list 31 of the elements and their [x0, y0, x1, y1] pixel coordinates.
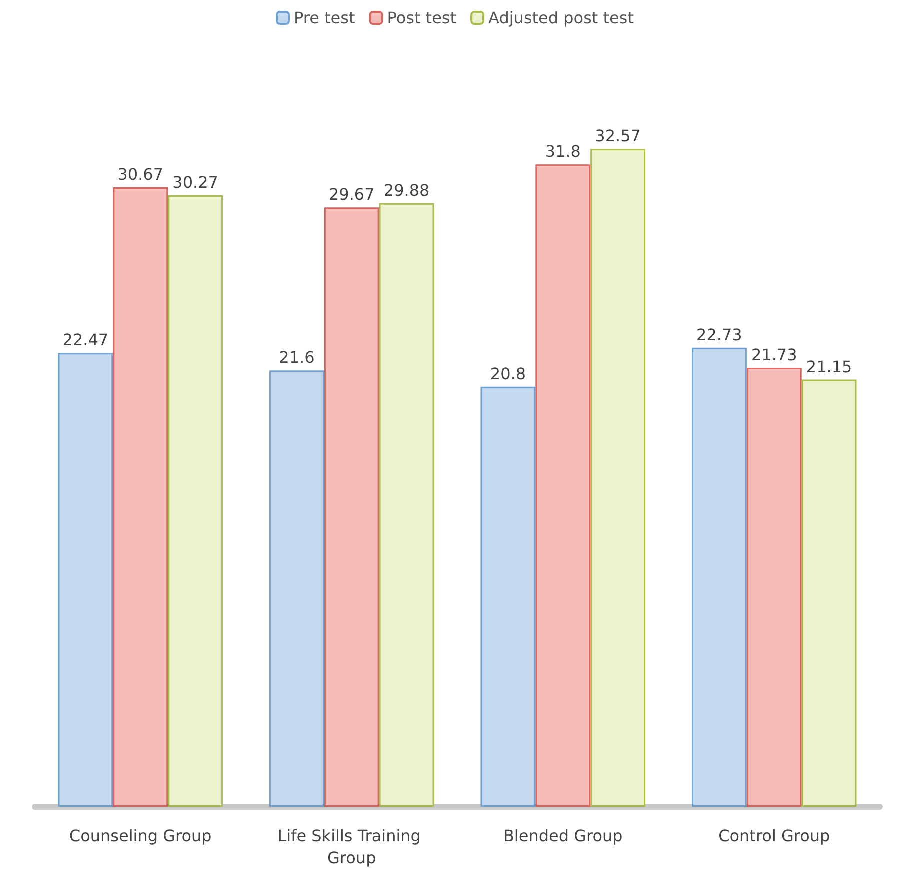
bar [58, 353, 114, 807]
x-tick-label: Blended Group [503, 826, 623, 846]
bar [168, 196, 224, 807]
data-label: 29.88 [384, 180, 430, 200]
bar [802, 380, 857, 807]
legend-label: Adjusted post test [488, 8, 634, 28]
data-label: 21.6 [279, 348, 315, 368]
data-label: 30.67 [118, 164, 164, 184]
data-label: 31.8 [545, 142, 581, 162]
data-label: 22.47 [62, 330, 109, 350]
data-label: 21.73 [751, 346, 798, 365]
data-label: 22.73 [696, 325, 742, 344]
bar [324, 208, 380, 807]
bar [746, 368, 802, 807]
data-label: 21.15 [806, 357, 852, 376]
data-label: 30.27 [172, 173, 218, 192]
data-label: 20.8 [490, 364, 526, 384]
x-tick-label: Counseling Group [69, 826, 212, 846]
data-label: 32.57 [595, 126, 641, 146]
bar [692, 348, 747, 807]
legend-label: Post test [387, 8, 457, 28]
bar [113, 187, 168, 807]
legend-label: Pre test [294, 8, 356, 28]
bar [269, 370, 324, 807]
bar [536, 164, 591, 807]
bar [379, 203, 434, 807]
x-tick-label: Life Skills Training Group [278, 826, 426, 868]
bar [590, 149, 646, 807]
data-label: 29.67 [328, 185, 375, 204]
x-tick-label: Control Group [718, 826, 830, 846]
bar [480, 386, 536, 807]
